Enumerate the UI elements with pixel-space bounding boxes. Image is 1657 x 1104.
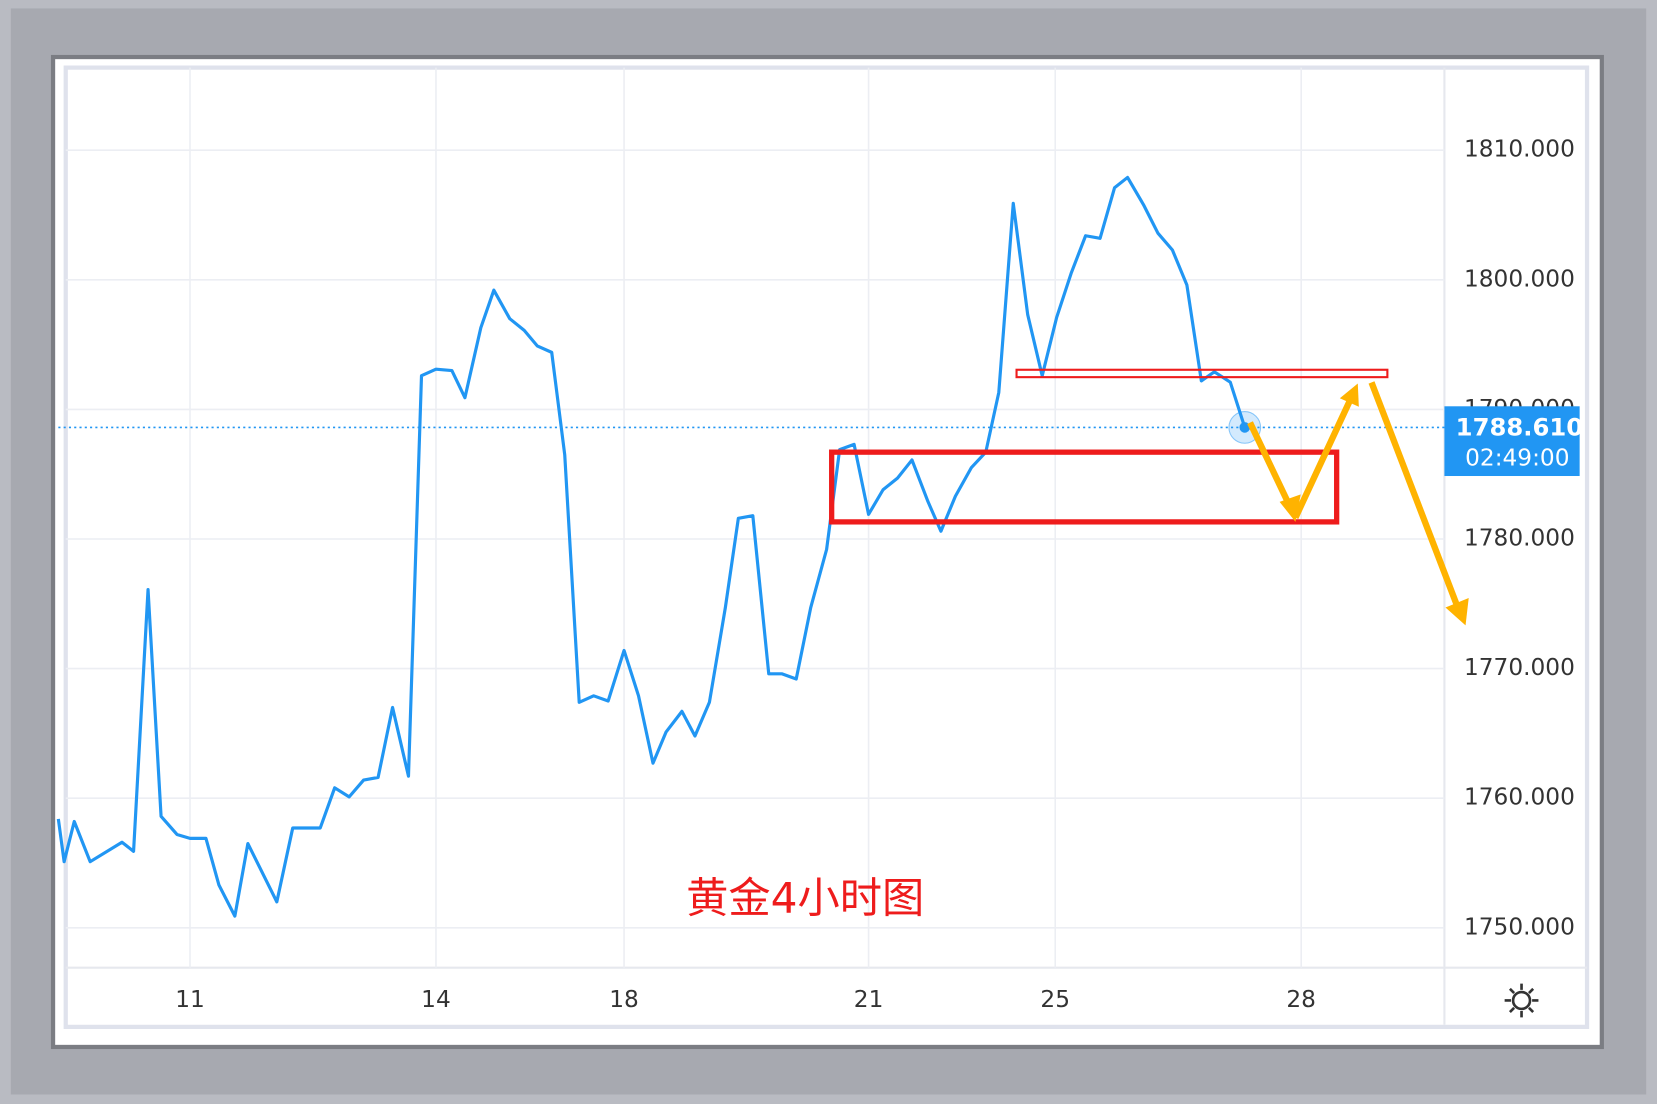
last-point <box>1239 422 1251 433</box>
y-tick-label: 1770.000 <box>1464 654 1575 681</box>
icon-rays[interactable] <box>1504 983 1539 1018</box>
price-label: 1788.610 <box>1456 412 1584 441</box>
countdown-label: 02:49:00 <box>1465 445 1569 472</box>
plot <box>56 175 1445 918</box>
x-tick-label: 28 <box>1286 986 1316 1013</box>
grid <box>65 67 1445 968</box>
resistance-line <box>1015 368 1389 379</box>
price-line <box>56 175 1247 918</box>
icon-core[interactable] <box>1511 990 1532 1011</box>
annotation: 黄金4小时图 <box>686 874 924 923</box>
y-tick-label: 1780.000 <box>1464 524 1575 551</box>
x-tick-label: 18 <box>609 986 639 1013</box>
settings-icon[interactable] <box>1504 983 1539 1018</box>
x-tick-label: 14 <box>421 986 451 1013</box>
x-tick-label: 21 <box>854 986 884 1013</box>
arrow-head <box>1445 597 1469 626</box>
inner-border <box>63 65 1590 1029</box>
forecast-arrows <box>1247 381 1469 626</box>
arrow <box>1368 381 1462 610</box>
y-tick-label: 1800.000 <box>1464 265 1575 292</box>
y-tick-label: 1760.000 <box>1464 784 1575 811</box>
arrow <box>1247 421 1295 511</box>
arrow <box>1292 395 1355 520</box>
x-tick-label: 11 <box>175 986 205 1013</box>
price-label-box <box>1444 406 1580 477</box>
arrow-head <box>1339 383 1359 407</box>
y-tick-label: 1750.000 <box>1464 913 1575 940</box>
annotations: 黄金4小时图 <box>686 368 1469 923</box>
y-tick-label: 1810.000 <box>1464 136 1575 163</box>
x-tick-label: 25 <box>1040 986 1070 1013</box>
support-zone <box>829 449 1340 525</box>
